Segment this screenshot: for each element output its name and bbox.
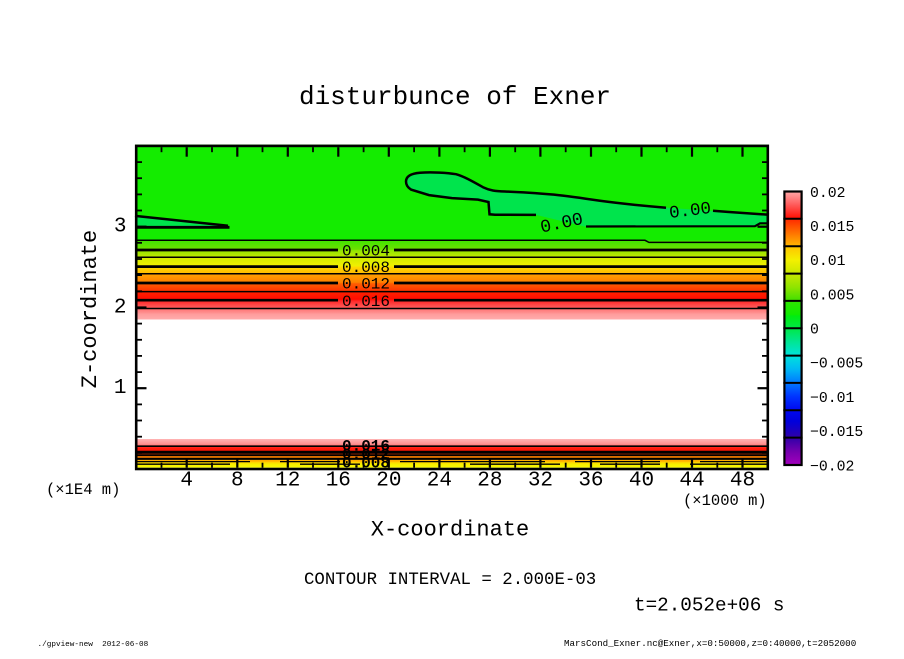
svg-text:X-coordinate: X-coordinate [371,518,529,543]
svg-text:8: 8 [231,470,244,493]
svg-text:0.012: 0.012 [342,446,390,464]
svg-text:36: 36 [578,470,603,493]
svg-text:0.02: 0.02 [810,186,846,202]
svg-text:40: 40 [629,470,654,493]
svg-text:0.005: 0.005 [810,288,854,304]
svg-text:12: 12 [275,470,300,493]
svg-text:t=2.052e+06 s: t=2.052e+06 s [634,595,784,617]
svg-text:(×1000 m): (×1000 m) [683,492,767,510]
svg-text:0.015: 0.015 [810,220,854,236]
svg-text:0.008: 0.008 [342,259,390,277]
svg-text:32: 32 [528,470,553,493]
svg-text:0: 0 [810,323,819,339]
svg-text:./gpview-new 2012-06-08: ./gpview-new 2012-06-08 [38,641,149,649]
svg-text:0.01: 0.01 [810,254,846,270]
svg-text:28: 28 [477,470,502,493]
svg-text:3: 3 [114,216,127,239]
svg-text:Z-coordinate: Z-coordinate [78,230,103,388]
svg-text:4: 4 [180,470,193,493]
svg-text:0.016: 0.016 [342,438,390,456]
svg-text:1: 1 [114,377,127,400]
svg-text:0.004: 0.004 [342,243,390,261]
svg-text:−0.01: −0.01 [810,391,855,407]
svg-text:−0.02: −0.02 [810,459,854,475]
svg-text:0.012: 0.012 [342,276,390,294]
svg-text:−0.015: −0.015 [810,425,863,441]
svg-text:−0.005: −0.005 [810,357,863,373]
svg-text:48: 48 [730,470,755,493]
svg-text:MarsCond_Exner.nc@Exner,x=0:50: MarsCond_Exner.nc@Exner,x=0:50000,z=0:40… [564,638,856,649]
svg-text:24: 24 [427,470,452,493]
svg-text:16: 16 [326,470,351,493]
svg-text:CONTOUR INTERVAL = 2.000E-03: CONTOUR INTERVAL = 2.000E-03 [304,571,596,590]
svg-text:0.016: 0.016 [342,293,390,311]
svg-text:44: 44 [679,470,704,493]
svg-text:disturbunce of Exner: disturbunce of Exner [299,82,611,112]
svg-text:20: 20 [376,470,401,493]
svg-text:(×1E4 m): (×1E4 m) [46,481,120,499]
svg-text:2: 2 [114,296,127,319]
